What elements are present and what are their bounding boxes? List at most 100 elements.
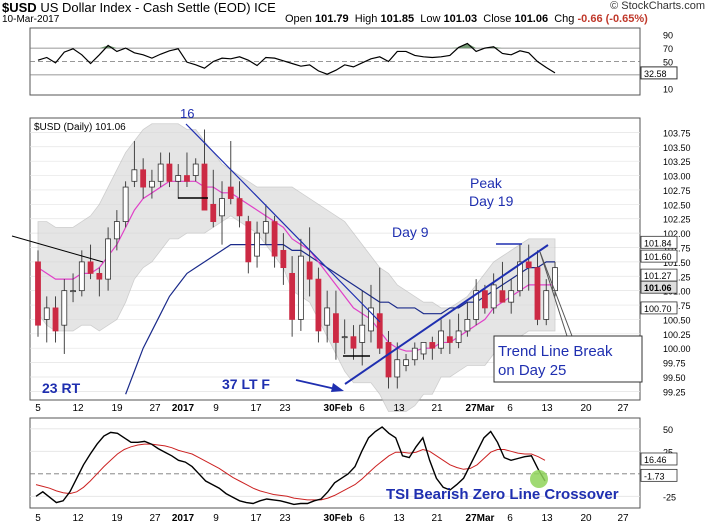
tsi-crossover-marker: [530, 470, 548, 488]
brand-logo[interactable]: © StockCharts.com: [610, 0, 705, 12]
candle-body: [324, 307, 331, 326]
tsi-frame: [29, 417, 641, 509]
price-x-tick-label: 27Mar: [466, 403, 495, 414]
candle-body: [236, 198, 243, 217]
candle: [149, 169, 155, 199]
price-x-tick-label: 27: [149, 403, 161, 414]
candle: [438, 319, 444, 354]
candle-body: [262, 221, 269, 234]
candle-body: [508, 290, 515, 303]
candle: [324, 290, 331, 343]
candle: [481, 284, 488, 314]
candle: [61, 279, 68, 354]
price-tick-label: 102.75: [663, 186, 691, 196]
candle-body: [87, 261, 94, 274]
close-label: Close: [483, 13, 512, 25]
price-value-tag: 100.70: [644, 304, 672, 314]
candle: [113, 210, 120, 251]
candle: [464, 302, 471, 337]
tsi-value-tag-box: [640, 452, 678, 466]
tsi-x-tick-label: 19: [111, 513, 123, 524]
price-tick-label: 100.50: [663, 315, 691, 325]
price-tick-label: 100.00: [663, 344, 691, 354]
tsi-value-tag-box: [640, 468, 678, 482]
price-tick-label: 103.00: [663, 172, 691, 182]
candle: [236, 181, 243, 228]
price-tick-label: 103.50: [663, 143, 691, 153]
tsi-x-tick-label: 9: [213, 513, 219, 524]
tsi-tick-label: 50: [663, 425, 673, 435]
candle: [262, 204, 269, 245]
candle-body: [481, 290, 488, 309]
price-tick-label: 103.25: [663, 157, 691, 167]
tsi-x-tick-label: 6: [507, 513, 513, 524]
annotation-peak: Peak: [470, 175, 503, 191]
candle: [543, 279, 550, 326]
candle-body: [359, 324, 366, 343]
price-value-tag: 101.27: [644, 271, 672, 281]
candle: [105, 227, 112, 291]
price-x-tick-label: 30Feb: [324, 403, 353, 414]
candle-body: [517, 261, 523, 292]
rsi-value-tag-box: [640, 66, 678, 80]
candle: [490, 273, 497, 314]
candle: [245, 215, 252, 274]
tsi-value-tag: -1.73: [644, 471, 665, 481]
callout-box: [493, 335, 643, 383]
black-trend-line: [11, 235, 104, 263]
candle: [52, 296, 59, 343]
candle: [280, 233, 287, 285]
close-value: 101.06: [514, 13, 549, 25]
candle: [201, 129, 208, 211]
candle: [140, 158, 147, 199]
candle: [210, 169, 217, 228]
annotations: 16 23 RT 37 LT F Day 9 Peak Day 19 Trend Line …: [11, 106, 643, 503]
price-x-tick-label: 6: [507, 403, 513, 414]
candle-body: [43, 307, 50, 320]
candle: [333, 290, 339, 360]
annotation-day9: Day 9: [392, 224, 429, 240]
price-value-tag-box: [640, 301, 678, 315]
tsi-tick-label: -25: [663, 492, 676, 502]
tsi-x-tick-label: 20: [580, 513, 592, 524]
candle: [473, 279, 480, 326]
high-label: High: [354, 13, 378, 25]
low-label: Low: [420, 13, 441, 25]
rsi-value-tag: 32.58: [644, 69, 667, 79]
uptrend-line: [344, 244, 549, 385]
x-axis: 5 5 12 12 19 19 27 27 2017 2017 9 9 17 17 23 23 30Feb 30F…: [35, 403, 629, 524]
candle-body: [403, 359, 409, 366]
candle: [192, 158, 199, 182]
tsi-x-tick-label: 17: [250, 513, 262, 524]
candle: [219, 181, 225, 245]
tsi-x-tick-label: 6: [359, 513, 365, 524]
annotation-trend-break-1: Trend Line Break: [498, 343, 613, 360]
tsi-line: [35, 426, 546, 506]
annotation-trend-break-2: on Day 25: [498, 362, 566, 379]
candle-body: [52, 307, 59, 332]
candle-body: [149, 180, 155, 188]
candle: [35, 250, 41, 337]
tsi-x-tick-label: 5: [35, 513, 41, 524]
candle: [429, 336, 436, 360]
open-label: Open: [285, 13, 312, 25]
ohlc-summary: Open 101.79 High 101.85 Low 101.03 Close…: [285, 13, 648, 25]
price-x-tick-label: 6: [359, 403, 365, 414]
candle-body: [499, 290, 506, 303]
tsi-x-tick-label: 21: [431, 513, 443, 524]
candle-body: [219, 198, 225, 217]
candle: [411, 342, 418, 366]
price-panel-label: $USD (Daily) 101.06: [34, 122, 126, 133]
candle: [420, 342, 427, 360]
candle: [254, 221, 260, 268]
high-value: 101.85: [380, 13, 415, 25]
candle: [122, 181, 129, 228]
candle-body: [192, 163, 199, 176]
candle-body: [227, 186, 234, 199]
candle: [289, 256, 296, 337]
price-tick-label: 101.50: [663, 258, 691, 268]
price-tick-label: 103.75: [663, 128, 691, 138]
price-x-tick-label: 2017: [172, 403, 195, 414]
